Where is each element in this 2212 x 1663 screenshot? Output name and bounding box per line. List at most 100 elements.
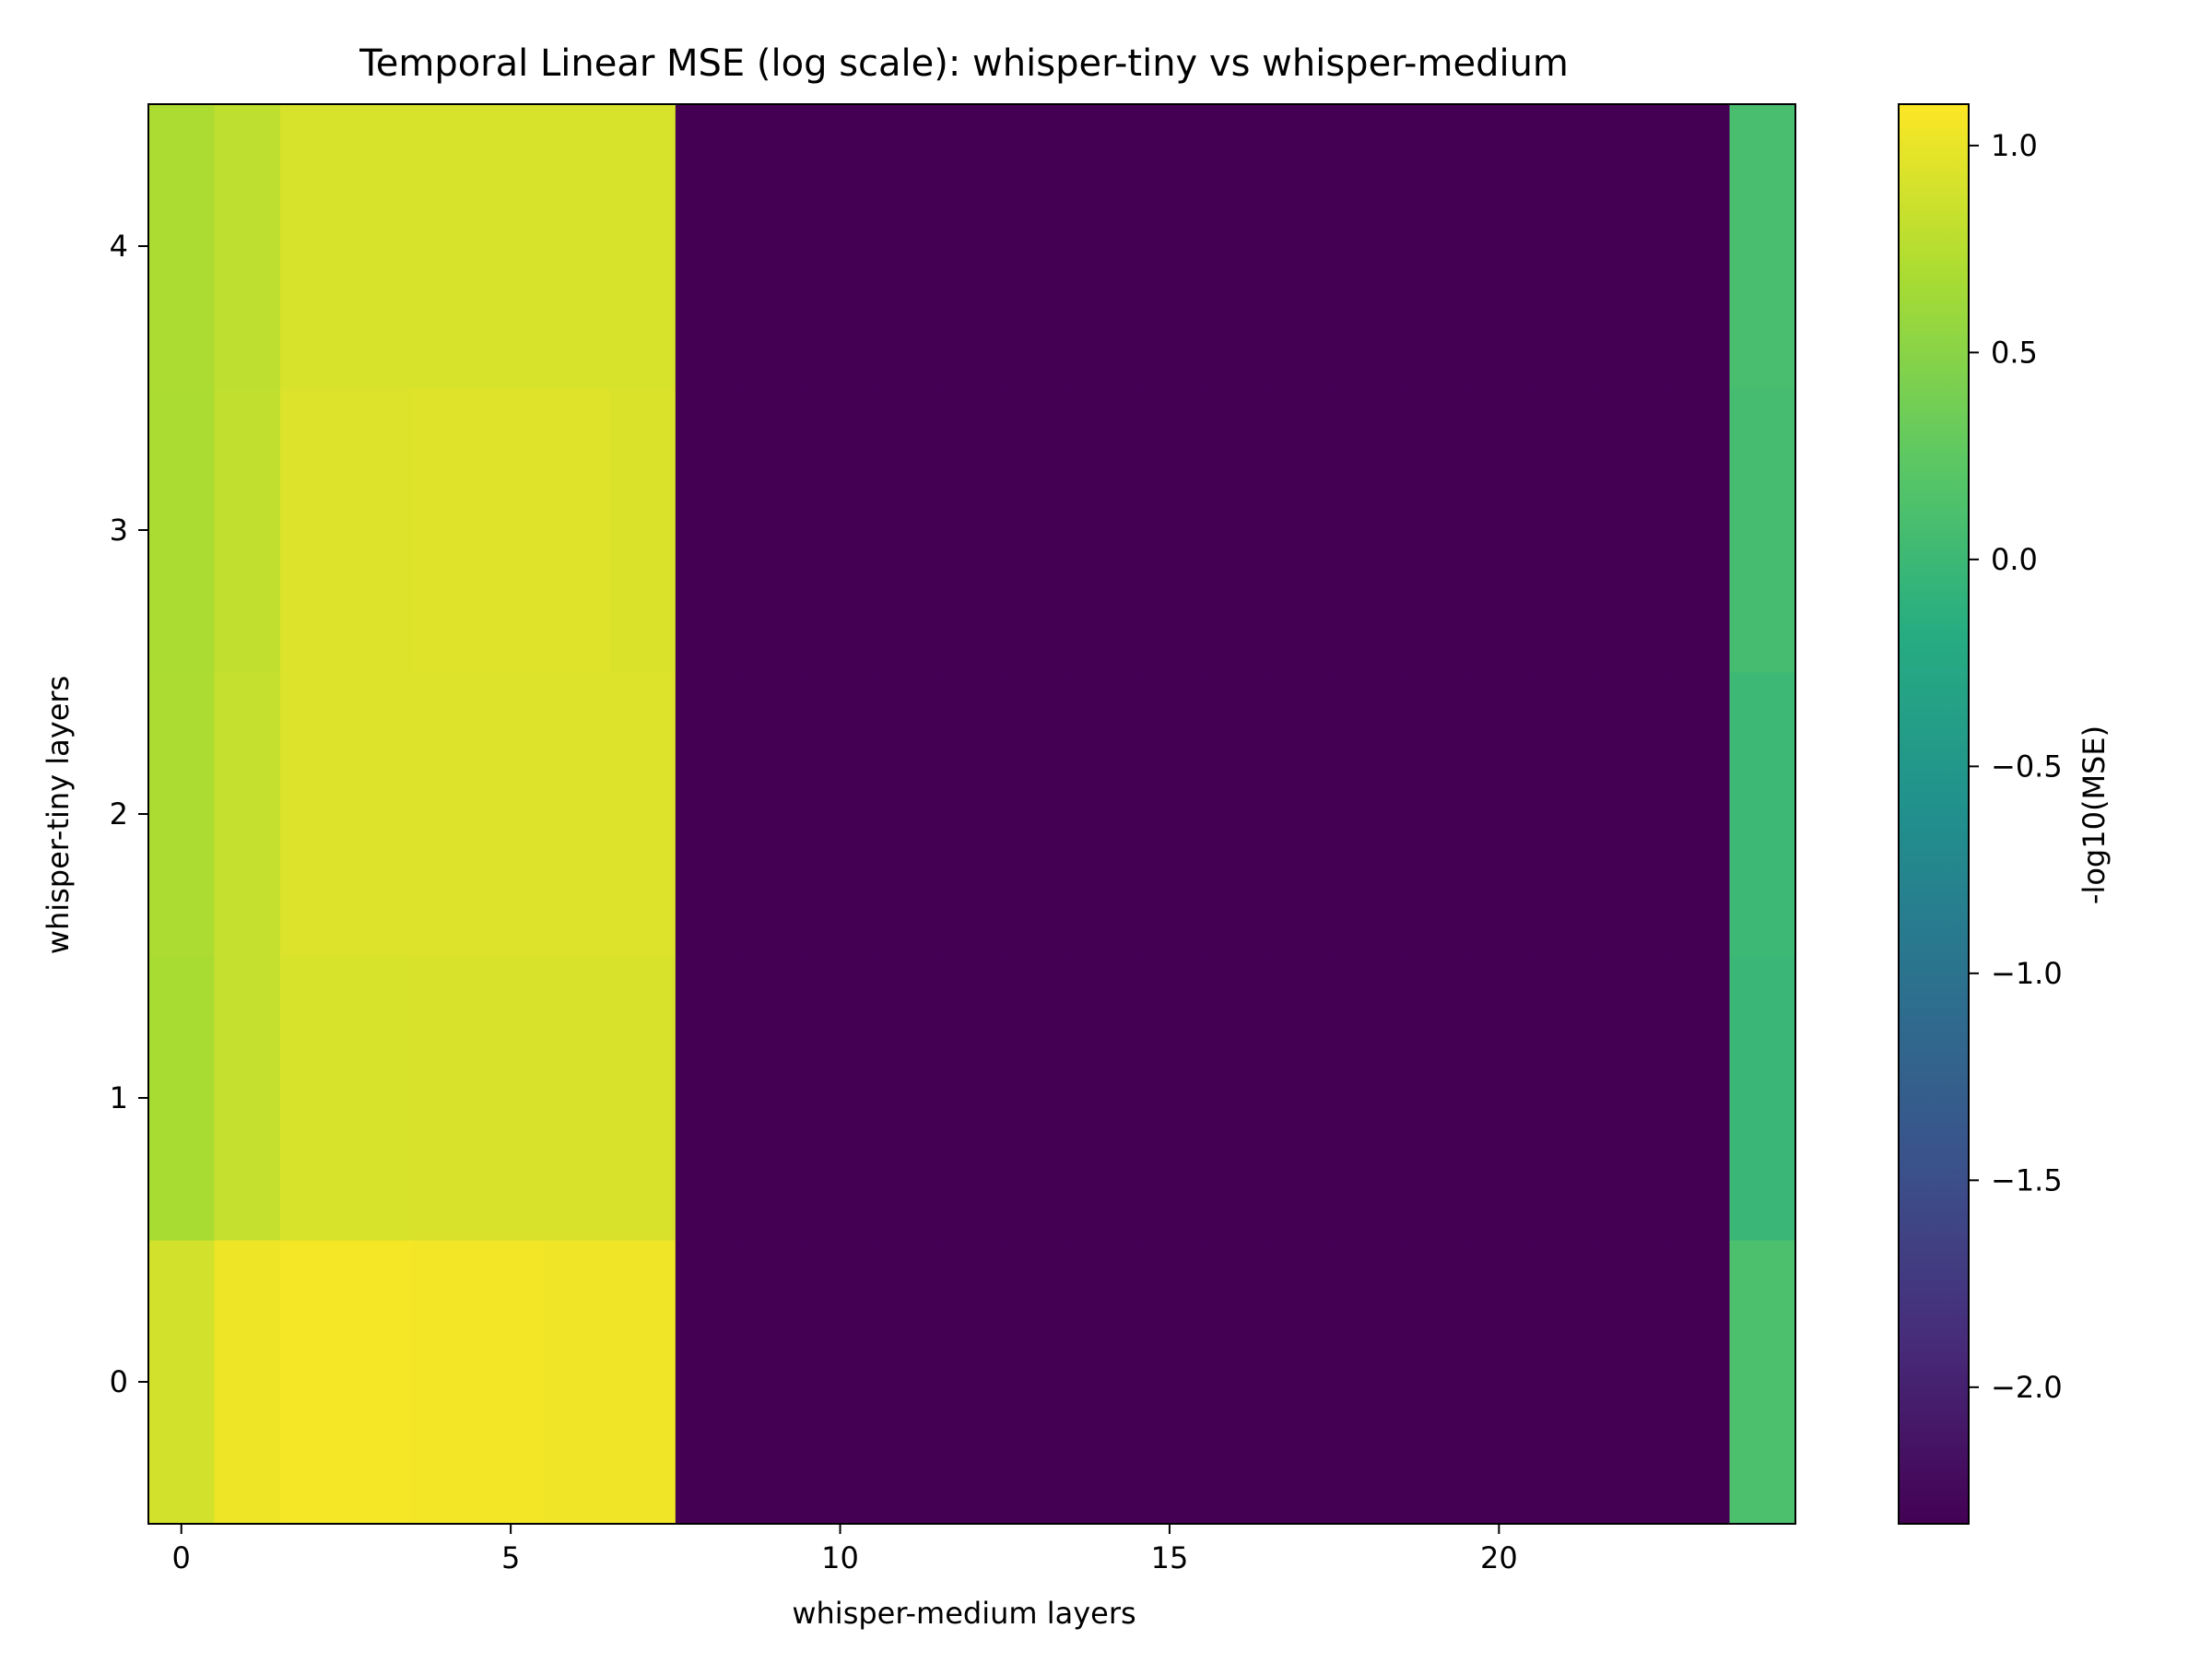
heatmap-cell — [1729, 388, 1796, 673]
heatmap-cell — [1334, 956, 1401, 1241]
heatmap-cell — [938, 104, 1006, 389]
x-tick-label: 0 — [172, 1540, 191, 1575]
heatmap-cell — [148, 956, 216, 1241]
y-axis-label: whisper-tiny layers — [41, 676, 76, 954]
heatmap-cell — [1268, 672, 1335, 957]
heatmap-cell — [1532, 956, 1599, 1241]
heatmap-cell — [1334, 104, 1401, 389]
heatmap-cell — [806, 956, 874, 1241]
heatmap-cell — [279, 956, 347, 1241]
heatmap-cell — [1005, 388, 1072, 673]
heatmap-cell — [806, 388, 874, 673]
heatmap-cell — [411, 104, 478, 389]
heatmap-cell — [675, 672, 742, 957]
heatmap-cell — [1136, 672, 1204, 957]
heatmap-cell — [1070, 956, 1137, 1241]
heatmap-cells — [148, 104, 1796, 1525]
heatmap-cell — [1202, 1240, 1269, 1525]
colorbar-ticks: 1.0 0.5 0.0 −0.5 −1.0 −1.5 −2.0 — [1969, 128, 2063, 1405]
heatmap-cell — [1005, 1240, 1072, 1525]
heatmap-cell — [1400, 672, 1467, 957]
heatmap-cell — [938, 672, 1006, 957]
heatmap-cell — [741, 672, 808, 957]
heatmap-cell — [806, 104, 874, 389]
heatmap-cell — [279, 1240, 347, 1525]
heatmap-cell — [806, 1240, 874, 1525]
heatmap-cell — [1400, 1240, 1467, 1525]
heatmap-cell — [346, 672, 413, 957]
x-axis-ticks: 0 5 10 15 20 — [172, 1524, 1518, 1575]
heatmap-cell — [346, 104, 413, 389]
heatmap-cell — [1400, 388, 1467, 673]
heatmap-cell — [1400, 104, 1467, 389]
heatmap-cell — [1268, 1240, 1335, 1525]
heatmap-cell — [214, 956, 281, 1241]
heatmap-cell — [1729, 104, 1796, 389]
heatmap-cell — [1070, 388, 1137, 673]
colorbar — [1899, 104, 1969, 1524]
heatmap-cell — [411, 672, 478, 957]
heatmap-cell — [1664, 1240, 1731, 1525]
heatmap-cell — [938, 956, 1006, 1241]
x-tick-label: 15 — [1151, 1540, 1189, 1575]
heatmap-cell — [1465, 956, 1533, 1241]
heatmap-cell — [806, 672, 874, 957]
y-tick-label: 3 — [110, 513, 128, 548]
colorbar-tick-label: 0.0 — [1991, 542, 2038, 577]
heatmap-cell — [938, 1240, 1006, 1525]
heatmap-cell — [1202, 104, 1269, 389]
heatmap-cell — [346, 388, 413, 673]
y-tick-label: 4 — [110, 229, 128, 264]
heatmap-cell — [1465, 672, 1533, 957]
heatmap-cell — [543, 1240, 610, 1525]
heatmap-cell — [477, 1240, 545, 1525]
heatmap-cell — [1268, 956, 1335, 1241]
heatmap-cell — [873, 1240, 940, 1525]
heatmap-cell — [1729, 1240, 1796, 1525]
colorbar-frame — [1898, 103, 1970, 1525]
heatmap-cell — [214, 1240, 281, 1525]
heatmap-cell — [609, 1240, 677, 1525]
heatmap-cell — [938, 388, 1006, 673]
heatmap-cell — [543, 104, 610, 389]
heatmap-cell — [1268, 388, 1335, 673]
heatmap-cell — [1597, 1240, 1665, 1525]
heatmap-cell — [214, 388, 281, 673]
chart-title: Temporal Linear MSE (log scale): whisper… — [359, 42, 1569, 85]
heatmap-cell — [279, 672, 347, 957]
heatmap-cell — [873, 956, 940, 1241]
colorbar-tick-label: 0.5 — [1991, 335, 2038, 370]
heatmap-cell — [1532, 672, 1599, 957]
heatmap-cell — [1202, 956, 1269, 1241]
heatmap-cell — [1005, 104, 1072, 389]
heatmap-cell — [477, 672, 545, 957]
heatmap-cell — [1597, 104, 1665, 389]
heatmap-cell — [741, 1240, 808, 1525]
heatmap-cell — [214, 104, 281, 389]
heatmap-cell — [741, 104, 808, 389]
colorbar-tick-label: −1.0 — [1991, 956, 2063, 991]
heatmap-cell — [411, 388, 478, 673]
y-tick-label: 0 — [110, 1364, 128, 1399]
heatmap-cell — [346, 956, 413, 1241]
heatmap-cell — [148, 104, 216, 389]
heatmap-cell — [1136, 104, 1204, 389]
heatmap-cell — [346, 1240, 413, 1525]
heatmap-cell — [1664, 104, 1731, 389]
heatmap-cell — [477, 104, 545, 389]
heatmap-cell — [609, 672, 677, 957]
heatmap-cell — [1465, 388, 1533, 673]
heatmap-cell — [543, 956, 610, 1241]
colorbar-tick-label: −1.5 — [1991, 1162, 2063, 1197]
heatmap-cell — [1465, 1240, 1533, 1525]
heatmap-cell — [148, 1240, 216, 1525]
heatmap-cell — [477, 388, 545, 673]
heatmap-cell — [279, 104, 347, 389]
heatmap-cell — [1070, 672, 1137, 957]
heatmap-cell — [1532, 388, 1599, 673]
heatmap-cell — [1597, 956, 1665, 1241]
heatmap-cell — [1334, 672, 1401, 957]
heatmap-cell — [1597, 388, 1665, 673]
heatmap-cell — [148, 388, 216, 673]
